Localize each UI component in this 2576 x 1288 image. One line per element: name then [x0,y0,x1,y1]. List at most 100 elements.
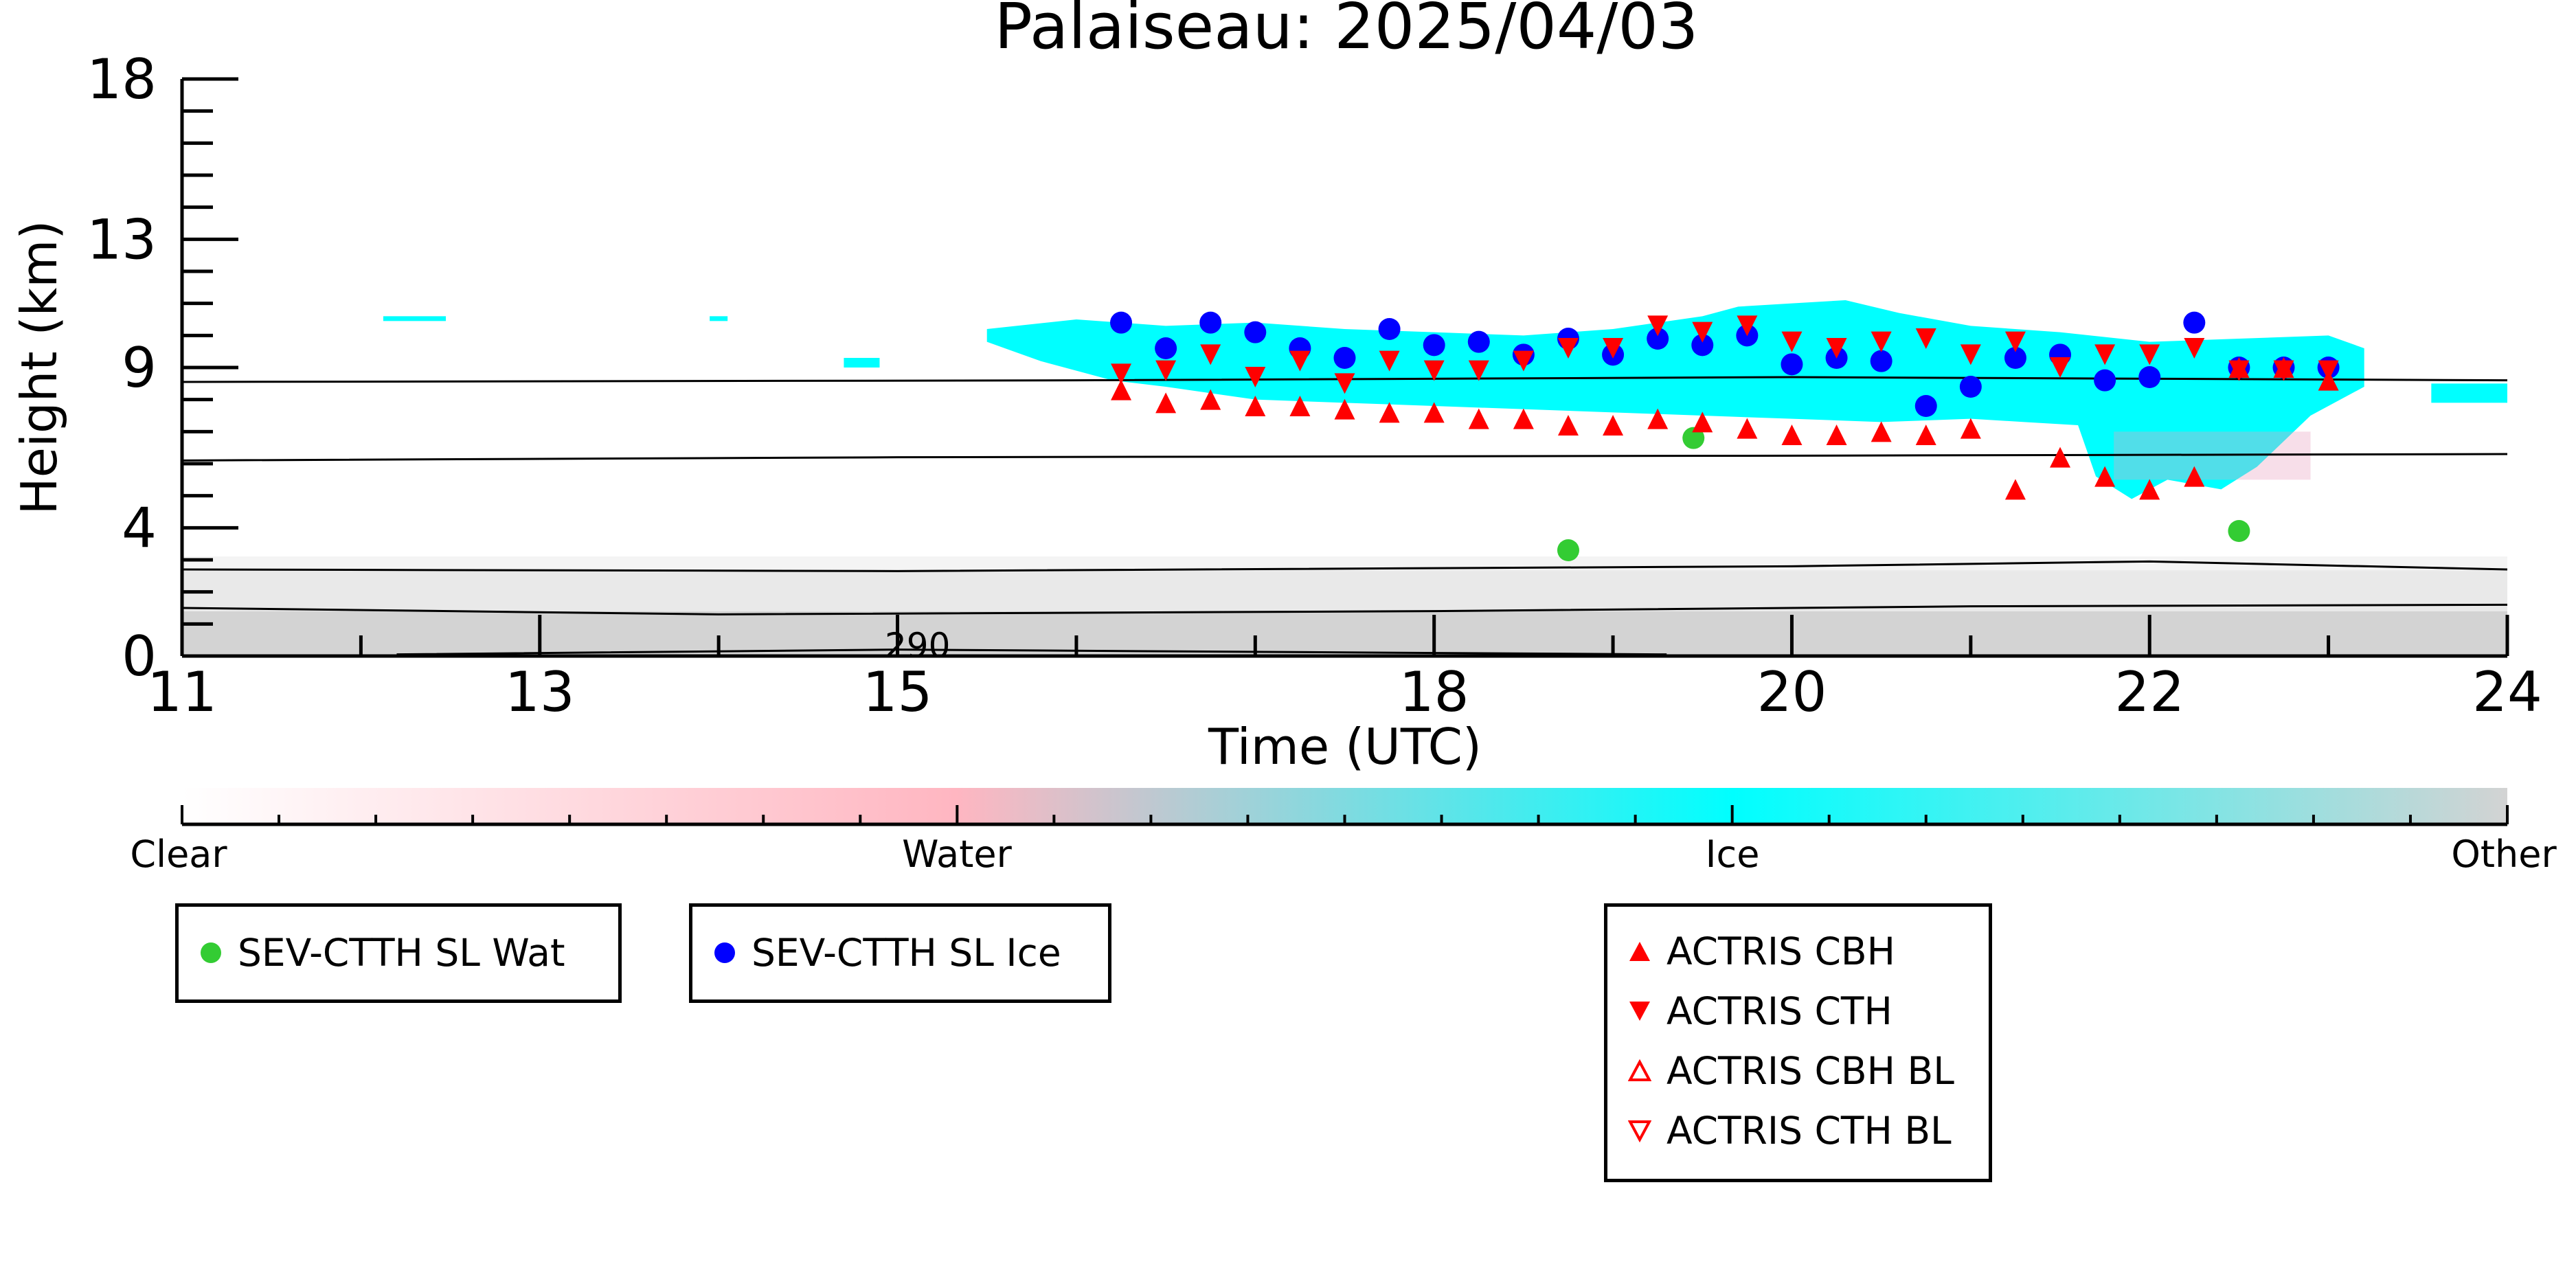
cbh-marker [1826,425,1847,445]
ice-dot [1870,350,1893,372]
ice-dot [1781,353,1803,376]
y-tick-label: 0 [122,624,157,688]
ice-dot [2004,347,2026,369]
cbh-marker [1960,418,1981,439]
cth-marker [1200,344,1221,365]
cbh-marker [1737,418,1758,439]
ice-cloud-fragment [710,316,728,321]
cbh-marker [2004,479,2026,500]
ice-cloud-fragment [2431,383,2507,403]
legend-ice: SEV-CTTH SL Ice [689,903,1111,1003]
water-dot [1557,539,1579,561]
cth-marker [2004,331,2026,352]
legend-item-actris-cth-bl: ACTRIS CTH BL [1628,1109,1952,1153]
legend-water: SEV-CTTH SL Wat [175,903,622,1003]
y-tick-label: 13 [87,207,157,271]
cbh-marker [1915,425,1936,445]
contour-label-290: 290 [885,626,950,666]
ice-dot [1959,376,1982,398]
cth-marker [2318,360,2339,381]
cbh-marker [1200,389,1221,410]
ice-dot [1647,328,1669,350]
blue-dot-icon [714,942,735,963]
cth-marker [2139,344,2160,365]
cth-marker [2094,344,2116,365]
cth-marker [1826,338,1847,359]
y-tick-label: 18 [87,47,157,111]
legend-label: ACTRIS CBH BL [1667,1049,1954,1093]
cth-marker [1737,315,1758,337]
ice-dot [1244,321,1267,343]
cth-marker [1423,360,1445,381]
ice-dot [2094,369,2116,392]
cth-marker [2273,360,2294,381]
chart-title: Palaiseau: 2025/04/03 [995,0,1699,63]
legend-label: SEV-CTTH SL Wat [238,931,565,975]
cth-marker [1557,338,1579,359]
cbh-marker [1423,402,1445,423]
cth-marker [1692,321,1713,343]
cbh-marker [1334,398,1355,420]
cth-marker [1155,360,1177,381]
cbh-marker [2050,447,2071,468]
cth-marker [1289,350,1311,372]
cbh-marker [1513,408,1534,429]
cth-marker [1871,331,1892,352]
cbh-marker [2184,466,2205,487]
cth-marker [1603,338,1624,359]
x-tick-label: 20 [1757,660,1827,724]
cbh-marker [1379,402,1400,423]
cth-marker [2050,357,2071,378]
x-tick-label: 15 [863,660,933,724]
triangle-up-outline-icon [1628,1059,1651,1081]
cbh-marker [2094,466,2116,487]
legend-label: ACTRIS CTH BL [1667,1109,1952,1153]
legend-item-sev-wat: SEV-CTTH SL Wat [199,931,565,975]
cth-marker [1915,328,1936,349]
green-dot-icon [201,942,221,963]
legend-item-actris-cth: ACTRIS CTH [1628,989,1893,1033]
x-tick-label: 13 [505,660,575,724]
cth-marker [2228,360,2250,381]
colorbar-label-ice: Ice [1706,833,1760,876]
cth-marker [1513,350,1534,372]
y-axis-label: Height (km) [10,221,68,515]
markers [1110,311,2340,561]
cbh-marker [1692,411,1713,433]
ice-dot [1467,330,1490,353]
low-grey-layer [182,570,2507,611]
legend-item-actris-cbh-bl: ACTRIS CBH BL [1628,1049,1954,1093]
axis-ticks: 11 13 15 18 20 22 24 0 4 9 13 18 [87,47,2542,724]
x-tick-label: 18 [1399,660,1469,724]
cth-marker [1379,350,1400,372]
legend-item-sev-ice: SEV-CTTH SL Ice [713,931,1061,975]
ice-dot [1914,395,1937,417]
ice-dot [1333,347,1356,369]
ground-layer [182,611,2507,656]
x-tick-label: 24 [2472,660,2542,724]
cbh-marker [1603,415,1624,436]
y-tick-label: 9 [122,336,157,400]
water-dot [2228,520,2250,542]
contour-line [182,453,2507,462]
contour-line [182,560,2507,572]
cbh-marker [1155,392,1177,414]
legend-actris: ACTRIS CBH ACTRIS CTH ACTRIS CBH BL ACTR… [1604,903,1992,1182]
cth-marker [1334,373,1355,394]
cth-marker [1647,315,1669,337]
low-grey-haze [182,556,2507,572]
legend-label: ACTRIS CBH [1667,929,1895,973]
ice-dot [2138,366,2161,388]
cbh-marker [2139,479,2160,500]
ice-dot [1155,337,1177,359]
ice-cloud-fragment [844,358,880,368]
x-axis-label: Time (UTC) [1208,718,1482,776]
ice-dot [1378,318,1401,340]
triangle-down-filled-icon [1629,1002,1650,1021]
triangle-down-outline-icon [1628,1120,1651,1142]
cth-marker [1781,331,1803,352]
legend-item-actris-cbh: ACTRIS CBH [1628,929,1895,973]
cbh-marker [1289,396,1311,416]
cth-marker [2184,338,2205,359]
